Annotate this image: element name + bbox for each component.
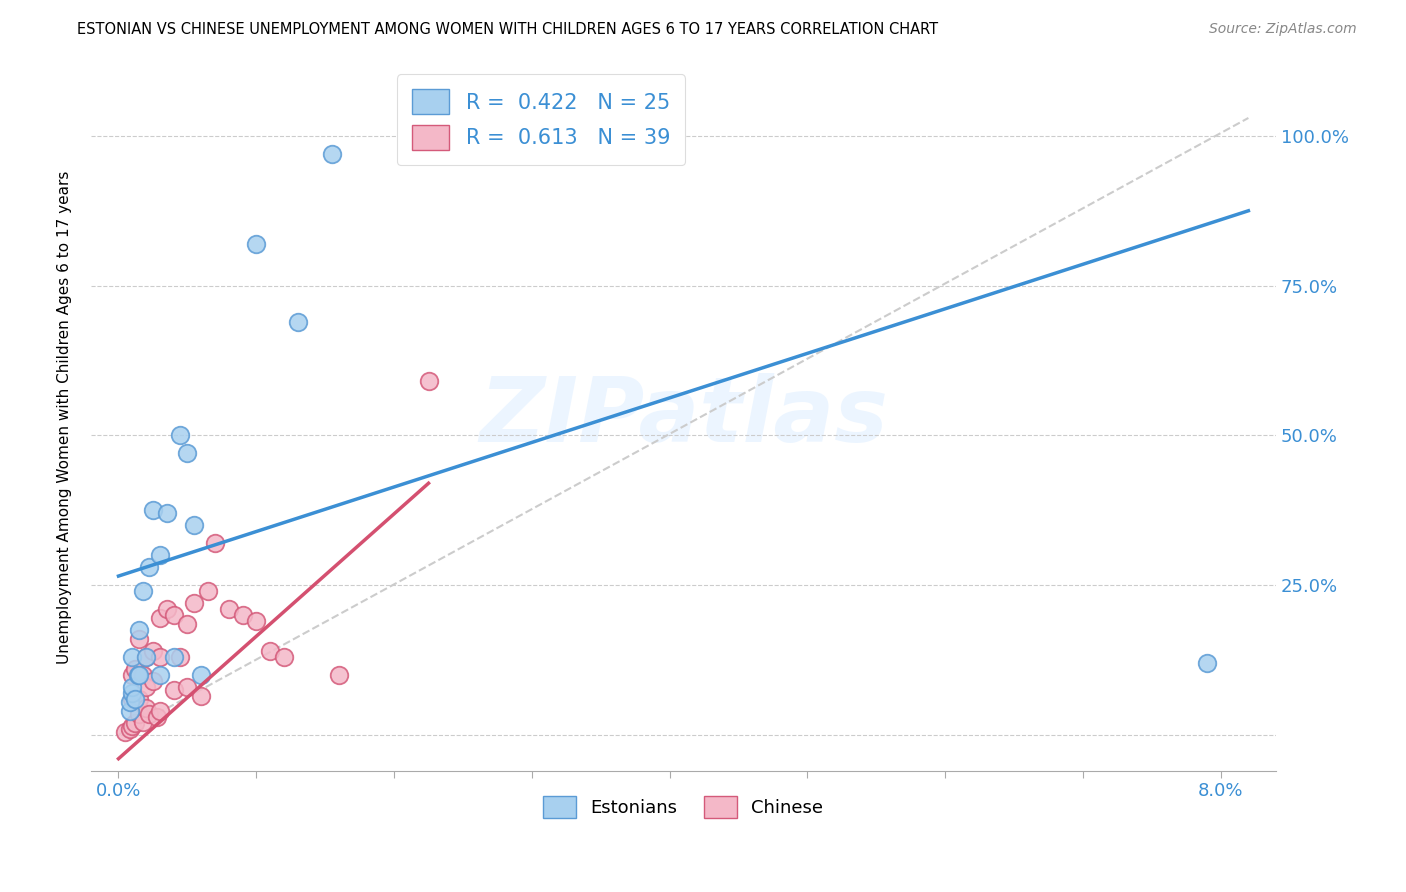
Point bbox=[121, 686, 143, 700]
Point bbox=[245, 236, 267, 251]
Point bbox=[169, 428, 191, 442]
Point bbox=[135, 680, 157, 694]
Y-axis label: Unemployment Among Women with Children Ages 6 to 17 years: Unemployment Among Women with Children A… bbox=[58, 170, 72, 664]
Point bbox=[124, 691, 146, 706]
Point bbox=[118, 695, 141, 709]
Point bbox=[156, 506, 179, 520]
Point bbox=[169, 649, 191, 664]
Point bbox=[121, 680, 143, 694]
Point bbox=[138, 560, 160, 574]
Text: ZIPatlas: ZIPatlas bbox=[479, 374, 889, 461]
Point bbox=[142, 644, 165, 658]
Point bbox=[156, 602, 179, 616]
Point bbox=[114, 724, 136, 739]
Point bbox=[162, 607, 184, 622]
Point bbox=[132, 668, 155, 682]
Point bbox=[138, 706, 160, 721]
Point bbox=[328, 668, 350, 682]
Point bbox=[176, 680, 198, 694]
Point bbox=[176, 617, 198, 632]
Point bbox=[321, 147, 343, 161]
Point bbox=[183, 518, 205, 533]
Point bbox=[231, 607, 253, 622]
Point bbox=[128, 706, 150, 721]
Point bbox=[124, 715, 146, 730]
Point bbox=[128, 668, 150, 682]
Legend: Estonians, Chinese: Estonians, Chinese bbox=[536, 789, 831, 825]
Point bbox=[149, 704, 172, 718]
Point bbox=[259, 644, 281, 658]
Point bbox=[162, 682, 184, 697]
Point bbox=[190, 689, 212, 703]
Point bbox=[121, 719, 143, 733]
Point bbox=[135, 649, 157, 664]
Point bbox=[162, 649, 184, 664]
Point bbox=[132, 584, 155, 599]
Point bbox=[118, 722, 141, 736]
Point bbox=[127, 668, 149, 682]
Point bbox=[135, 701, 157, 715]
Point bbox=[128, 632, 150, 646]
Point bbox=[149, 548, 172, 562]
Point bbox=[121, 691, 143, 706]
Point bbox=[149, 611, 172, 625]
Point bbox=[418, 375, 440, 389]
Point bbox=[121, 649, 143, 664]
Point bbox=[142, 503, 165, 517]
Point bbox=[245, 614, 267, 628]
Point bbox=[204, 536, 226, 550]
Point bbox=[149, 668, 172, 682]
Point bbox=[121, 668, 143, 682]
Point bbox=[218, 602, 240, 616]
Point bbox=[142, 673, 165, 688]
Point bbox=[124, 662, 146, 676]
Point bbox=[1197, 656, 1219, 670]
Point bbox=[190, 668, 212, 682]
Point bbox=[176, 446, 198, 460]
Point bbox=[128, 691, 150, 706]
Point bbox=[128, 623, 150, 637]
Point bbox=[287, 314, 309, 328]
Point bbox=[183, 596, 205, 610]
Point bbox=[273, 649, 295, 664]
Text: Source: ZipAtlas.com: Source: ZipAtlas.com bbox=[1209, 22, 1357, 37]
Point bbox=[118, 704, 141, 718]
Point bbox=[197, 584, 219, 599]
Point bbox=[135, 649, 157, 664]
Point bbox=[132, 714, 155, 729]
Point bbox=[149, 649, 172, 664]
Text: ESTONIAN VS CHINESE UNEMPLOYMENT AMONG WOMEN WITH CHILDREN AGES 6 TO 17 YEARS CO: ESTONIAN VS CHINESE UNEMPLOYMENT AMONG W… bbox=[77, 22, 938, 37]
Point bbox=[146, 710, 169, 724]
